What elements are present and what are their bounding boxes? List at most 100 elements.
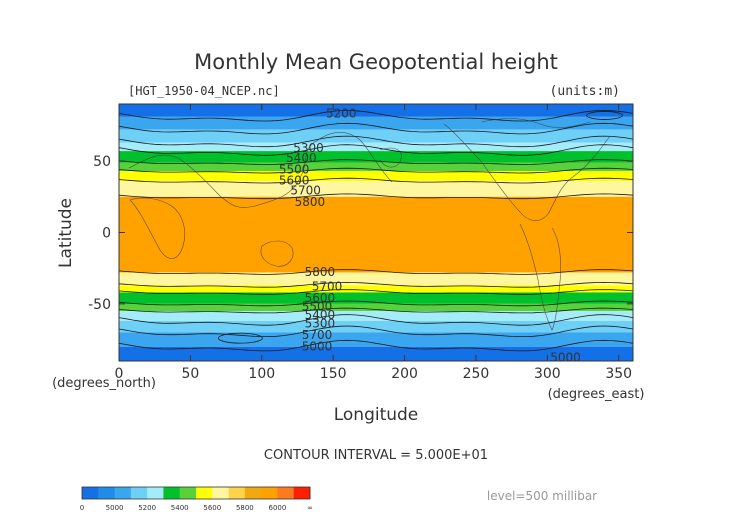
x-tick-label-350: 350 xyxy=(605,366,632,382)
band-7 xyxy=(119,181,633,197)
colorbar-tick-label-5: 5800 xyxy=(236,504,254,512)
contour-label-10: 5500 xyxy=(302,299,333,313)
band-5 xyxy=(119,162,633,172)
band-15 xyxy=(119,332,633,347)
colorbar-tick-label-3: 5400 xyxy=(171,504,189,512)
contour-line-15 xyxy=(119,339,633,352)
contour-label-9: 5600 xyxy=(305,291,336,305)
band-14 xyxy=(119,321,633,333)
colorbar-tick-label-6: 6000 xyxy=(269,504,287,512)
colorbar-swatch-0 xyxy=(82,487,99,499)
x-tick-label-100: 100 xyxy=(248,366,275,382)
contour-line-7 xyxy=(119,193,633,200)
x-tick-label-50: 50 xyxy=(181,366,199,382)
colorbar-frame xyxy=(81,486,311,500)
x-tick-label-300: 300 xyxy=(534,366,561,382)
band-8 xyxy=(119,196,633,273)
contour-closed-2 xyxy=(586,111,623,120)
contour-label-13: 5700 xyxy=(302,328,333,342)
band-4 xyxy=(119,151,633,163)
y-axis-label: Latitude xyxy=(56,198,76,268)
contour-label-8: 5700 xyxy=(312,279,343,293)
contour-label-11: 5400 xyxy=(305,308,336,322)
contour-label-12: 5300 xyxy=(305,316,336,330)
contour-line-9 xyxy=(119,281,633,288)
band-0 xyxy=(119,104,633,117)
coastlines xyxy=(128,118,611,331)
contour-line-1 xyxy=(119,122,633,135)
contour-label-0: 5200 xyxy=(326,107,357,121)
contour-line-11 xyxy=(119,300,633,307)
contour-closed-1 xyxy=(217,332,263,344)
y-unit-label: (degrees_north) xyxy=(52,376,156,391)
colorbar-swatch-13 xyxy=(293,487,311,499)
band-6 xyxy=(119,171,633,182)
colorbar xyxy=(81,486,311,500)
contour-label-1: 5300 xyxy=(293,141,324,155)
contour-interval-text: CONTOUR INTERVAL = 5.000E+01 xyxy=(264,448,488,463)
colorbar-swatch-5 xyxy=(163,487,181,499)
band-9 xyxy=(119,272,633,286)
contour-label-6: 5800 xyxy=(295,195,326,209)
contour-line-2 xyxy=(119,135,633,148)
x-axis-label: Longitude xyxy=(334,405,419,425)
band-13 xyxy=(119,311,633,322)
color-bands xyxy=(119,104,633,361)
colorbar-swatch-6 xyxy=(179,487,197,499)
colorbar-swatch-11 xyxy=(261,487,278,499)
colorbar-swatch-12 xyxy=(277,487,295,499)
contour-line-6 xyxy=(119,177,633,184)
chart-title: Monthly Mean Geopotential height xyxy=(194,50,558,74)
contour-line-4 xyxy=(119,159,633,165)
contour-line-14 xyxy=(119,325,633,337)
colorbar-tick-label-7: ∞ xyxy=(307,504,313,512)
contour-line-5 xyxy=(119,167,633,174)
units-label: (units:m) xyxy=(550,84,620,99)
colorbar-swatch-7 xyxy=(196,487,213,499)
contour-labels: 5200530054005500560057005800580057005600… xyxy=(279,107,581,365)
band-12 xyxy=(119,303,633,312)
colorbar-tick-labels: 0 5000 5200 5400 5600 5800 6000 ∞ xyxy=(80,504,313,512)
colorbar-swatch-9 xyxy=(228,487,246,499)
contour-lines xyxy=(119,109,633,352)
y-tick-label--50: -50 xyxy=(88,297,111,313)
colorbar-tick-label-4: 5600 xyxy=(203,504,221,512)
colorbar-tick-label-2: 5200 xyxy=(138,504,156,512)
x-tick-label-200: 200 xyxy=(391,366,418,382)
contour-line-13 xyxy=(119,314,633,326)
y-tick-label-50: 50 xyxy=(93,154,111,170)
colorbar-swatch-2 xyxy=(114,487,132,499)
x-tick-label-150: 150 xyxy=(320,366,347,382)
contour-label-7: 5800 xyxy=(305,265,336,279)
dataset-label: [HGT_1950-04_NCEP.nc] xyxy=(128,84,280,98)
x-axis-ticks: 0 50 100 150 200 250 300 350 xyxy=(115,104,632,382)
x-tick-label-250: 250 xyxy=(463,366,490,382)
contour-line-0 xyxy=(119,109,633,122)
colorbar-swatch-4 xyxy=(147,487,164,499)
colorbar-swatch-1 xyxy=(98,487,116,499)
level-text: level=500 millibar xyxy=(487,489,597,503)
colorbar-tick-label-1: 5000 xyxy=(106,504,124,512)
colorbar-tick-label-0: 0 xyxy=(80,504,84,512)
colorbar-swatch-3 xyxy=(130,487,148,499)
colorbar-swatch-10 xyxy=(244,487,262,499)
y-axis-ticks: 50 0 -50 xyxy=(88,154,633,313)
contour-label-15: 5000 xyxy=(550,351,581,365)
contour-label-5: 5700 xyxy=(290,184,321,198)
contour-label-2: 5400 xyxy=(286,151,317,165)
band-11 xyxy=(119,292,633,304)
contour-line-3 xyxy=(119,144,633,156)
contour-line-10 xyxy=(119,289,633,295)
contour-label-3: 5500 xyxy=(279,162,310,176)
band-3 xyxy=(119,142,633,152)
colorbar-swatch-8 xyxy=(212,487,230,499)
y-tick-label-0: 0 xyxy=(102,226,111,242)
contour-line-12 xyxy=(119,307,633,314)
contour-line-8 xyxy=(119,269,633,275)
x-unit-label: (degrees_east) xyxy=(548,387,645,402)
x-tick-label-0: 0 xyxy=(115,366,124,382)
contour-label-14: 5000 xyxy=(302,339,333,353)
contour-label-4: 5600 xyxy=(279,174,310,188)
band-10 xyxy=(119,285,633,293)
